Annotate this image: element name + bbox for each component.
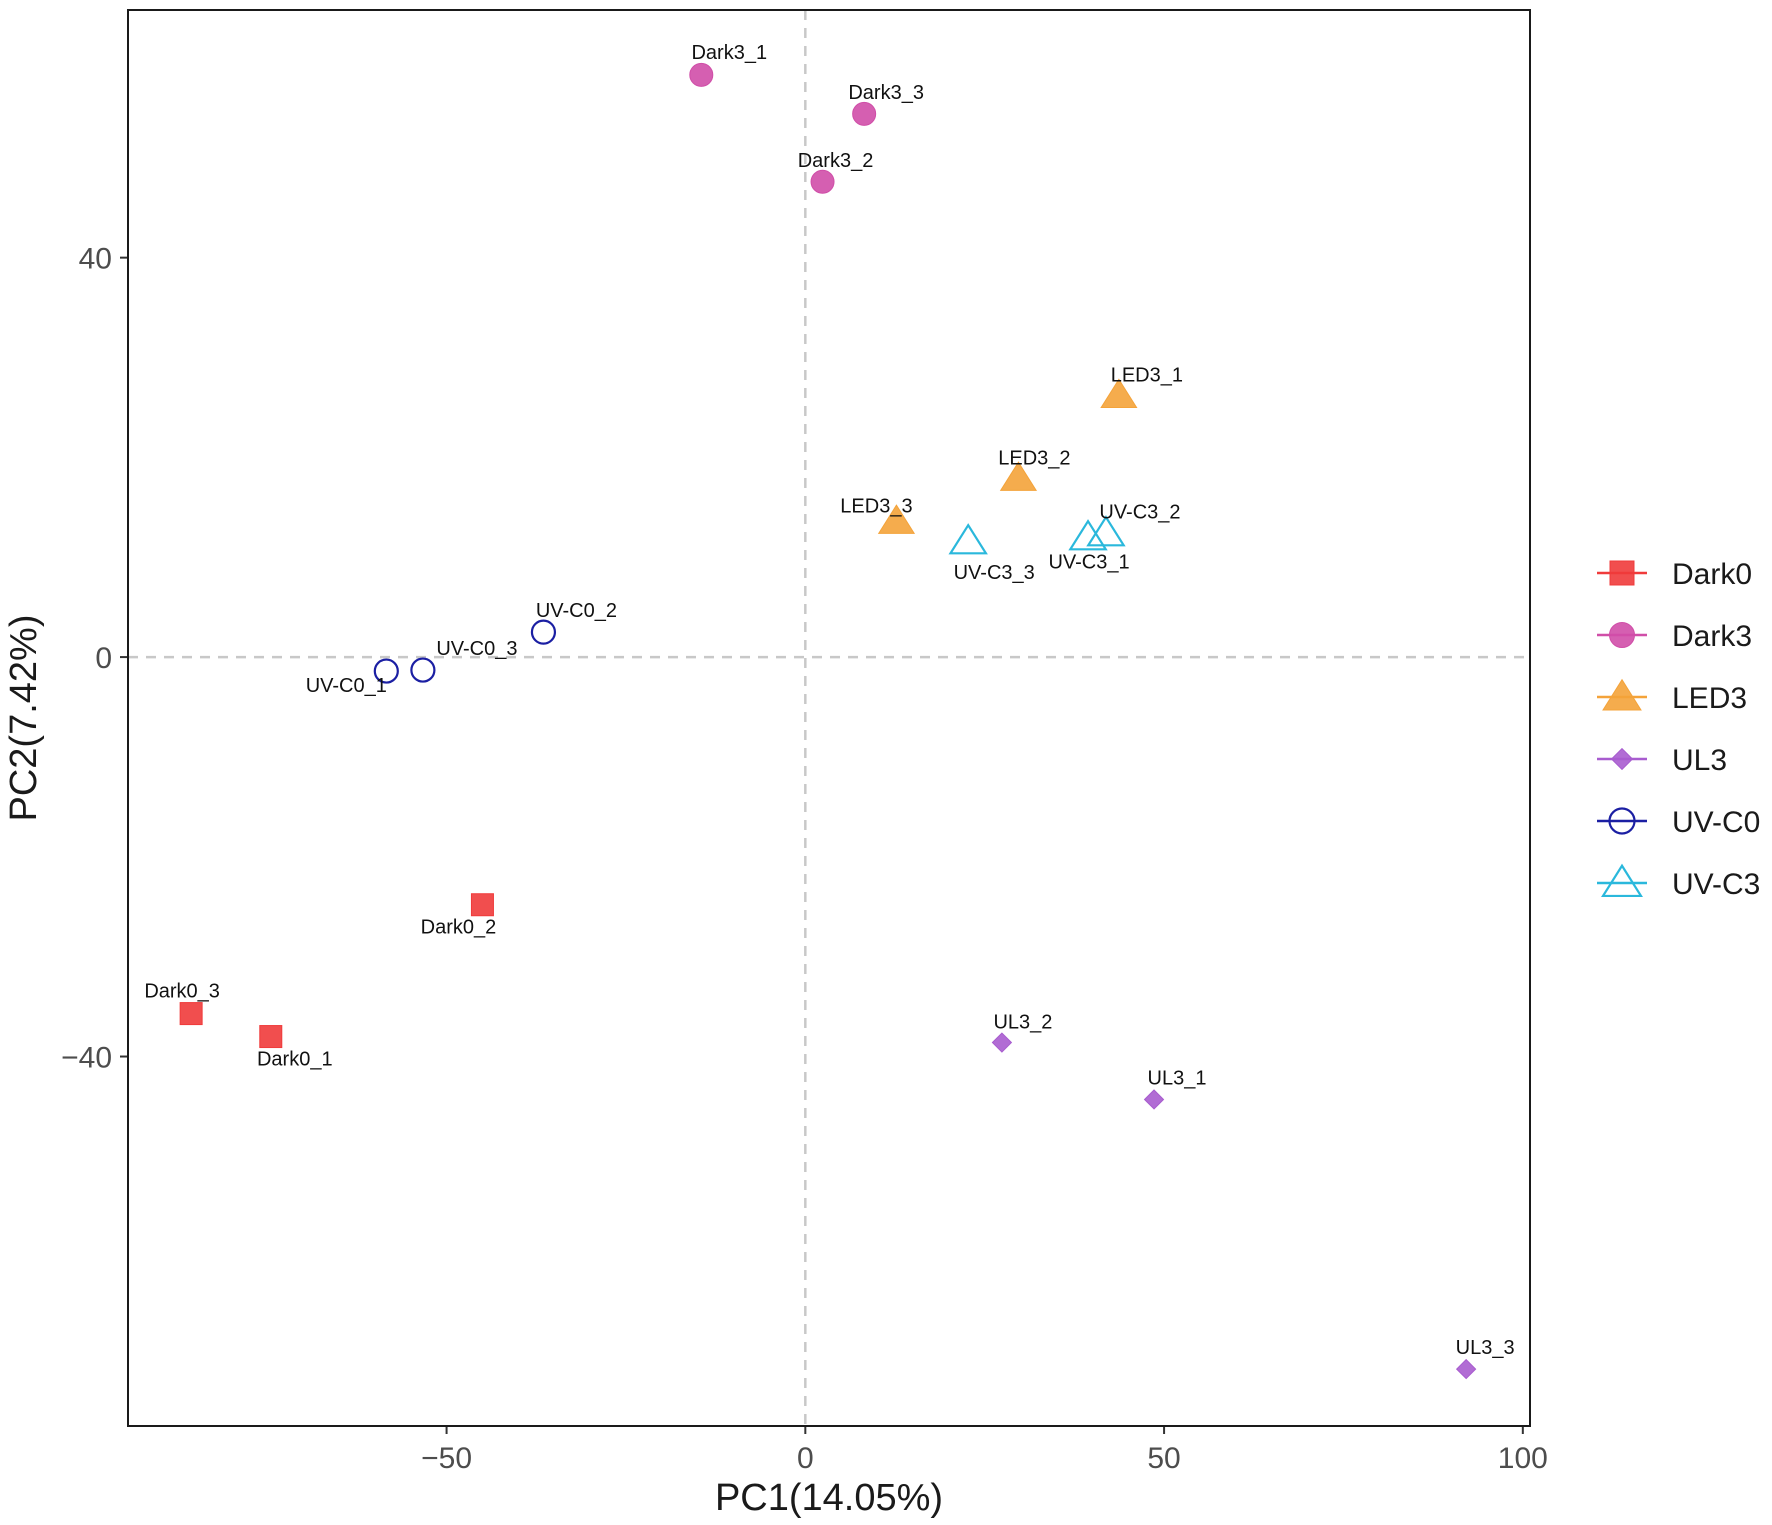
- point-label-dark3_3: Dark3_3: [848, 82, 924, 104]
- plot-panel-border: [127, 9, 1531, 1427]
- data-point-dark0_2: [470, 893, 494, 917]
- point-label-ul3_1: UL3_1: [1148, 1067, 1207, 1089]
- legend-key-led3: [1602, 678, 1642, 711]
- data-point-dark0_1: [259, 1025, 283, 1049]
- legend-key-uv-c3: [1601, 863, 1643, 898]
- y-tick-label: 0: [95, 642, 112, 675]
- point-label-uv-c3_1: UV-C3_1: [1048, 551, 1129, 573]
- y-tick-label: −40: [61, 1042, 112, 1075]
- point-label-dark3_2: Dark3_2: [798, 150, 874, 172]
- point-label-uv-c0_1: UV-C0_1: [306, 675, 387, 697]
- legend-label-uv-c0: UV-C0: [1672, 806, 1760, 839]
- x-tick-label: 100: [1498, 1442, 1548, 1475]
- legend-key-uv-c0: [1608, 807, 1636, 835]
- legend-label-uv-c3: UV-C3: [1672, 868, 1760, 901]
- x-tick-label: 50: [1147, 1442, 1180, 1475]
- legend-label-led3: LED3: [1672, 682, 1747, 715]
- data-point-ul3_2: [991, 1032, 1013, 1053]
- data-point-dark3_1: [689, 62, 714, 87]
- legend-key-ul3: [1610, 747, 1634, 771]
- point-label-led3_3: LED3_3: [840, 495, 912, 517]
- data-point-uv-c0_2: [530, 619, 557, 645]
- legend-label-dark0: Dark0: [1672, 558, 1752, 591]
- data-point-led3_2: [999, 461, 1038, 491]
- point-label-uv-c3_2: UV-C3_2: [1099, 501, 1180, 523]
- data-point-led3_1: [1100, 378, 1138, 409]
- point-label-dark0_2: Dark0_2: [421, 917, 497, 939]
- point-label-led3_2: LED3_2: [998, 447, 1070, 469]
- point-labels: Dark0_1 Dark0_2 Dark0_3 Dark3_1 Dark3_2 Dark3…: [144, 42, 1514, 1359]
- point-label-uv-c0_2: UV-C0_2: [536, 600, 617, 622]
- data-point-uv-c0_1: [373, 658, 399, 684]
- data-point-dark0_3: [179, 1002, 203, 1026]
- x-tick-label: −50: [421, 1442, 472, 1475]
- y-axis-title: PC2(7.42%): [3, 615, 45, 822]
- data-point-led3_3: [877, 504, 916, 534]
- legend-label-dark3: Dark3: [1672, 620, 1752, 653]
- data-point-uv-c0_3: [410, 657, 436, 683]
- reference-lines: [128, 10, 1530, 1426]
- point-label-dark3_1: Dark3_1: [691, 42, 767, 64]
- data-points: [179, 62, 1477, 1380]
- data-point-uv-c3_1: [1068, 519, 1108, 551]
- point-label-dark0_1: Dark0_1: [257, 1049, 333, 1071]
- y-tick-label: 40: [79, 243, 112, 276]
- data-point-ul3_3: [1455, 1358, 1477, 1380]
- legend-key-dark0: [1609, 560, 1635, 586]
- data-point-uv-c3_2: [1086, 515, 1126, 547]
- legend-key-dark3: [1609, 622, 1635, 648]
- x-axis-title: PC1(14.05%): [715, 1477, 943, 1519]
- point-label-ul3_3: UL3_3: [1456, 1337, 1515, 1359]
- axis-ticks: −50 0 50 100 −40 0 40: [61, 243, 1548, 1475]
- point-label-ul3_2: UL3_2: [993, 1012, 1052, 1034]
- x-tick-label: 0: [797, 1442, 814, 1475]
- legend: Dark0 Dark3 LED3 UL3 UV-C0 UV-C3: [1597, 558, 1760, 901]
- data-point-dark3_2: [810, 169, 835, 194]
- data-point-uv-c3_3: [948, 523, 988, 555]
- point-label-uv-c0_3: UV-C0_3: [436, 638, 517, 660]
- data-point-ul3_1: [1143, 1089, 1165, 1110]
- point-label-dark0_3: Dark0_3: [144, 981, 220, 1003]
- legend-label-ul3: UL3: [1672, 744, 1727, 777]
- point-label-uv-c3_3: UV-C3_3: [954, 562, 1035, 584]
- data-point-dark3_3: [852, 101, 877, 126]
- point-label-led3_1: LED3_1: [1111, 364, 1183, 386]
